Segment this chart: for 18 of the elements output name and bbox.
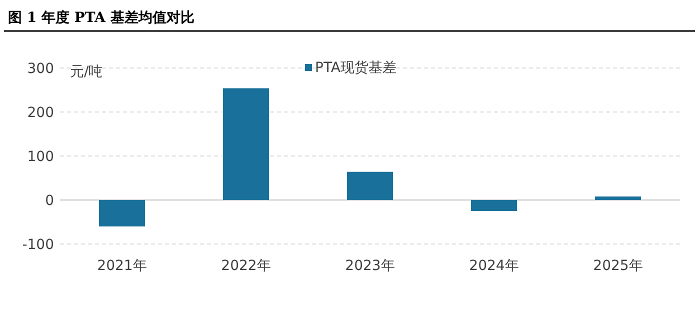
x-tick-label: 2023年 [345,258,395,274]
x-tick-label: 2025年 [593,258,643,274]
x-tick-label: 2022年 [221,258,271,274]
y-tick-label: 100 [27,149,54,165]
y-tick-label: -100 [22,237,54,253]
bar [595,196,641,200]
bar [223,88,269,200]
x-tick-label: 2024年 [469,258,519,274]
legend-label: PTA现货基差 [315,60,396,76]
y-tick-label: 200 [27,105,54,121]
y-tick-label: 300 [27,61,54,77]
chart-title: 图 1 年度 PTA 基差均值对比 [8,9,194,26]
x-tick-label: 2021年 [97,258,147,274]
bar [99,200,145,226]
bar [347,172,393,200]
y-tick-label: 0 [45,193,54,209]
bar [471,200,517,211]
y-axis-title: 元/吨 [70,64,103,80]
